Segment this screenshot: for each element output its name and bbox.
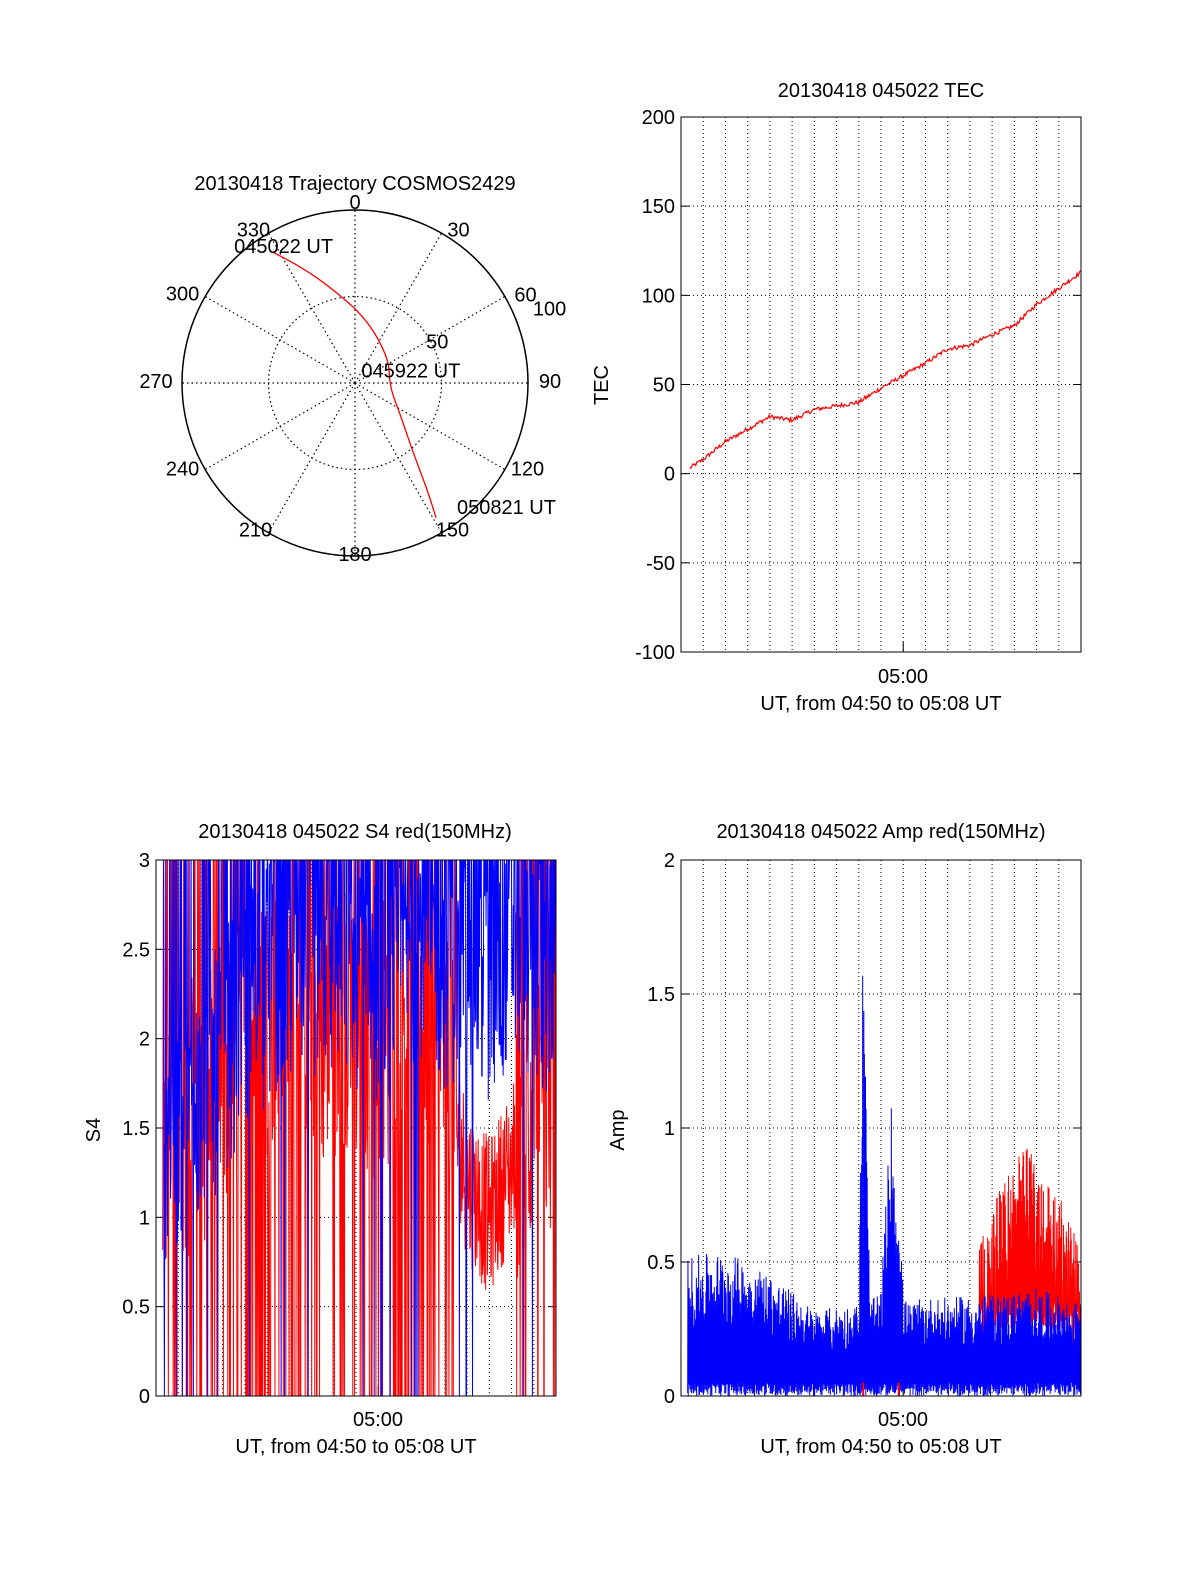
polar-grid <box>181 209 529 557</box>
polar-radial-tick-labels: 50 100 <box>426 299 566 354</box>
tec-x-axis-label: UT, from 04:50 to 05:08 UT <box>760 693 1001 715</box>
polar-track-line <box>273 251 437 519</box>
amp-ytick-label-0: 0 <box>664 1386 675 1408</box>
polar-angle-label-210: 210 <box>239 519 272 541</box>
polar-angle-label-270: 270 <box>139 371 172 393</box>
polar-annotations: 045022 UT 045922 UT 050821 UT <box>234 236 556 519</box>
amp-x-tick-label: 05:00 <box>878 1409 928 1431</box>
amp-ytick-label-1: 1 <box>664 1118 675 1140</box>
polar-outer-ring <box>181 209 529 557</box>
s4-plot-frame <box>155 859 557 1397</box>
amp-ytick-label-1.5: 1.5 <box>647 984 675 1006</box>
s4-ytick-label-1: 1 <box>139 1207 150 1229</box>
s4-ytick-label-2: 2 <box>139 1029 150 1051</box>
s4-ytick-label-2.5: 2.5 <box>122 939 150 961</box>
amp-grid <box>681 859 1081 1397</box>
tec-panel: 20130418 045022 TEC -100-50050100150200 … <box>591 80 1082 715</box>
tec-plot-frame <box>680 116 1082 653</box>
amp-y-axis-label: Amp <box>607 1109 629 1150</box>
amp-title: 20130418 045022 Amp red(150MHz) <box>716 821 1045 843</box>
s4-y-tick-labels: 0 0.5 1 1.5 2 2.5 3 <box>122 850 150 1408</box>
s4-ytick-label-1.5: 1.5 <box>122 1118 150 1140</box>
polar-angle-label-240: 240 <box>166 459 199 481</box>
polar-annotation-0: 045022 UT <box>234 236 333 258</box>
tec-ytick-label-150: 150 <box>642 196 675 218</box>
polar-angle-label-150: 150 <box>436 519 469 541</box>
polar-angle-tick-labels: 0 30 60 90 120 150 180 210 240 270 300 330 <box>139 192 561 566</box>
tec-ytick-label-200: 200 <box>642 107 675 129</box>
polar-angle-label-300: 300 <box>166 284 199 306</box>
polar-angle-label-90: 90 <box>539 371 561 393</box>
tec-y-tick-labels: -100 -50 0 50 100 150 200 <box>635 107 675 664</box>
polar-spoke-300 <box>204 295 356 384</box>
tec-ytick-label-50: 50 <box>653 375 675 397</box>
polar-annotation-1: 045922 UT <box>361 360 460 382</box>
polar-spoke-240 <box>204 382 356 471</box>
tec-ytick-label--100: -100 <box>635 642 675 664</box>
polar-spoke-150 <box>354 382 443 534</box>
s4-line-blue <box>163 860 556 1396</box>
polar-angle-label-330: 330 <box>237 220 270 242</box>
polar-spoke-60 <box>354 295 506 384</box>
s4-ytick-label-3: 3 <box>139 850 150 872</box>
polar-track <box>273 251 437 519</box>
polar-radial-label-50: 50 <box>426 331 448 353</box>
polar-annotation-2: 050821 UT <box>457 497 556 519</box>
amp-line-red <box>978 1148 1082 1356</box>
polar-angle-label-60: 60 <box>514 285 536 307</box>
tec-ytick-label--50: -50 <box>646 553 675 575</box>
polar-angle-label-120: 120 <box>511 459 544 481</box>
s4-title: 20130418 045022 S4 red(150MHz) <box>198 821 512 843</box>
tec-ytick-label-100: 100 <box>642 285 675 307</box>
tec-x-tick-label: 05:00 <box>878 666 928 688</box>
tec-y-axis-label: TEC <box>591 365 613 405</box>
polar-title: 20130418 Trajectory COSMOS2429 <box>194 173 515 195</box>
polar-angle-label-0: 0 <box>349 192 360 214</box>
s4-series <box>162 860 556 1396</box>
polar-angle-label-180: 180 <box>338 544 371 566</box>
tec-ytick-label-0: 0 <box>664 464 675 486</box>
s4-x-axis-label: UT, from 04:50 to 05:08 UT <box>235 1436 476 1458</box>
tec-grid <box>681 116 1081 653</box>
polar-spoke-210 <box>267 382 356 534</box>
amp-series <box>687 975 1082 1396</box>
polar-angle-label-30: 30 <box>447 220 469 242</box>
polar-radial-label-100: 100 <box>533 299 566 321</box>
polar-spoke-120 <box>354 382 506 471</box>
tec-line <box>689 270 1082 470</box>
amp-x-axis-label: UT, from 04:50 to 05:08 UT <box>760 1436 1001 1458</box>
amp-panel: 20130418 045022 Amp red(150MHz) 0 0.5 1 1.5… <box>607 821 1082 1458</box>
amp-line-blue <box>687 975 1082 1396</box>
s4-ytick-label-0.5: 0.5 <box>122 1297 150 1319</box>
amp-plot-frame <box>680 859 1082 1397</box>
s4-ytick-label-0: 0 <box>139 1386 150 1408</box>
s4-panel: 20130418 045022 S4 red(150MHz) 0 0.5 1 1.5 2… <box>83 821 557 1458</box>
polar-trajectory-panel: 20130418 Trajectory COSMOS2429 0 30 60 90 12… <box>139 173 566 566</box>
tec-series <box>689 270 1082 470</box>
s4-x-tick-label: 05:00 <box>353 1409 403 1431</box>
tec-title: 20130418 045022 TEC <box>778 80 984 102</box>
amp-ytick-label-0.5: 0.5 <box>647 1252 675 1274</box>
s4-y-axis-label: S4 <box>83 1118 105 1142</box>
amp-ytick-label-2: 2 <box>664 850 675 872</box>
polar-spoke-30 <box>354 232 443 384</box>
amp-y-tick-labels: 0 0.5 1 1.5 2 <box>647 850 675 1408</box>
